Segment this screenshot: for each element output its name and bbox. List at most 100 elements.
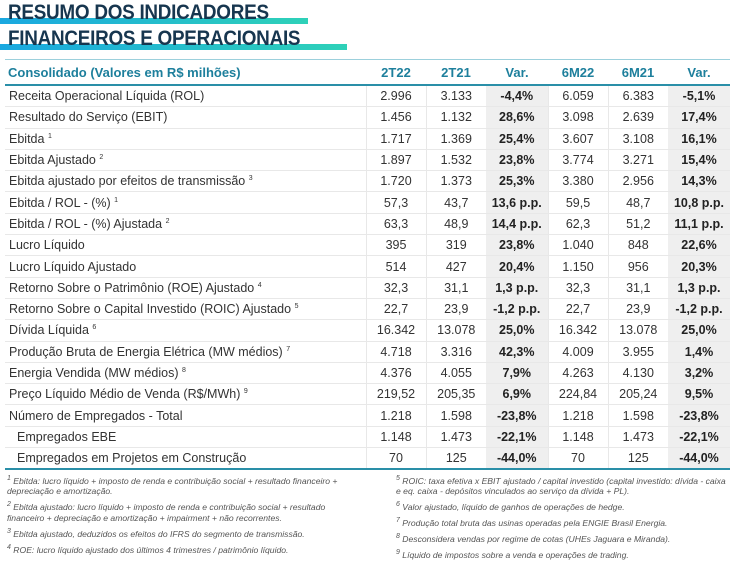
- row-label: Receita Operacional Líquida (ROL): [9, 89, 205, 104]
- value-cell: 4.055: [425, 362, 486, 385]
- variation-cell: -23,8%: [486, 404, 548, 427]
- row-label: Número de Empregados - Total: [9, 408, 183, 423]
- value-cell: 1.897: [365, 149, 426, 172]
- row-label-cell: Empregados EBE: [5, 426, 366, 449]
- value-cell: 13.078: [607, 319, 668, 342]
- page-title-line1: RESUMO DOS INDICADORES: [8, 1, 269, 24]
- value-cell: 62,3: [547, 213, 608, 236]
- value-cell: 1.369: [425, 128, 486, 150]
- value-cell: 1.532: [425, 149, 486, 172]
- variation-cell: -5,1%: [668, 85, 730, 108]
- footnote-text: ROIC: taxa efetiva x EBIT ajustado / cap…: [396, 475, 726, 497]
- title-accent-bar: [0, 44, 347, 50]
- value-cell: 3.607: [547, 128, 608, 150]
- variation-cell: -4,4%: [486, 85, 548, 108]
- footnote-text: ROE: lucro líquido ajustado dos últimos …: [13, 544, 289, 555]
- row-label-cell: Retorno Sobre o Capital Investido (ROIC)…: [5, 298, 366, 321]
- row-label-cell: Produção Bruta de Energia Elétrica (MW m…: [5, 341, 366, 363]
- variation-cell: -1,2 p.p.: [668, 298, 730, 321]
- value-cell: 395: [365, 234, 426, 257]
- variation-cell: 25,4%: [486, 128, 548, 150]
- footnotes-left: 1 Ebitda: lucro líquido + imposto de ren…: [7, 474, 357, 558]
- row-label: Ebitda / ROL - (%): [9, 195, 111, 210]
- row-label: Ebitda / ROL - (%) Ajustada: [9, 216, 163, 231]
- table-row: Preço Líquido Médio de Venda (R$/MWh) 9 2…: [5, 383, 730, 406]
- value-cell: 16.342: [365, 319, 426, 342]
- footnote-ref: 6: [92, 324, 97, 332]
- variation-cell: 7,9%: [486, 362, 548, 385]
- value-cell: 224,84: [547, 383, 608, 406]
- variation-cell: 42,3%: [486, 341, 548, 363]
- row-label: Produção Bruta de Energia Elétrica (MW m…: [9, 344, 283, 359]
- value-cell: 32,3: [365, 277, 426, 299]
- footnote-ref: 9: [243, 388, 248, 396]
- table-row: Número de Empregados - Total 1.218 1.598 -2…: [5, 404, 730, 427]
- value-cell: 43,7: [425, 191, 486, 214]
- footnote-number: 8: [396, 533, 400, 541]
- value-cell: 3.774: [547, 149, 608, 172]
- variation-cell: 17,4%: [668, 106, 730, 129]
- row-label: Empregados EBE: [17, 429, 117, 444]
- footnote: 3 Ebitda ajustado, deduzidos os efeitos …: [7, 527, 357, 539]
- value-cell: 59,5: [547, 191, 608, 214]
- row-label: Ebitda Ajustado: [9, 153, 96, 168]
- row-label-cell: Retorno Sobre o Patrimônio (ROE) Ajustad…: [5, 277, 366, 299]
- footnote: 7 Produção total bruta das usinas operad…: [396, 516, 731, 528]
- row-label: Ebitda ajustado por efeitos de transmiss…: [9, 174, 246, 189]
- row-label: Retorno Sobre o Patrimônio (ROE) Ajustad…: [9, 280, 255, 295]
- table-row: Receita Operacional Líquida (ROL) 2.996 3.…: [5, 85, 730, 108]
- page-title-line2: FINANCEIROS E OPERACIONAIS: [8, 27, 301, 50]
- footnotes-right: 5 ROIC: taxa efetiva x EBIT ajustado / c…: [396, 474, 731, 564]
- row-label: Lucro Líquido: [9, 238, 85, 253]
- footnote-number: 6: [396, 501, 400, 509]
- indicators-table: Consolidado (Valores em R$ milhões) 2T22 2…: [5, 59, 730, 471]
- footnote-ref: 5: [294, 302, 299, 310]
- value-cell: 1.373: [425, 170, 486, 193]
- footnote-ref: 3: [248, 175, 253, 183]
- value-cell: 31,1: [607, 277, 668, 299]
- table-row: Dívida Líquida 6 16.342 13.078 25,0% 16.342 1…: [5, 319, 730, 342]
- footnote-number: 2: [7, 501, 11, 509]
- value-cell: 848: [607, 234, 668, 257]
- value-cell: 1.040: [547, 234, 608, 257]
- variation-cell: -22,1%: [668, 426, 730, 449]
- value-cell: 3.316: [425, 341, 486, 363]
- column-header: 2T21: [426, 59, 486, 86]
- table-row: Ebitda ajustado por efeitos de transmiss…: [5, 170, 730, 193]
- footnote-text: Ebitda ajustado, deduzidos os efeitos do…: [13, 528, 305, 539]
- variation-cell: -44,0%: [668, 447, 730, 471]
- value-cell: 22,7: [547, 298, 608, 321]
- table-row: Lucro Líquido 395 319 23,8% 1.040 848 22,6%: [5, 234, 730, 257]
- row-label-cell: Energia Vendida (MW médios) 8: [5, 362, 366, 385]
- row-label-cell: Receita Operacional Líquida (ROL): [5, 85, 366, 108]
- variation-cell: 16,1%: [668, 128, 730, 150]
- variation-cell: 6,9%: [486, 383, 548, 406]
- row-label-cell: Ebitda / ROL - (%) 1: [5, 191, 366, 214]
- table-row: Ebitda / ROL - (%) 1 57,3 43,7 13,6 p.p. 59,…: [5, 191, 730, 214]
- variation-cell: 25,0%: [486, 319, 548, 342]
- variation-cell: 25,0%: [668, 319, 730, 342]
- table-row: Retorno Sobre o Capital Investido (ROIC)…: [5, 298, 730, 321]
- value-cell: 1.720: [365, 170, 426, 193]
- value-cell: 48,9: [425, 213, 486, 236]
- value-cell: 319: [425, 234, 486, 257]
- value-cell: 70: [547, 447, 608, 471]
- column-header: 2T22: [366, 59, 426, 86]
- footnote-text: Ebitda ajustado: lucro líquido + imposto…: [7, 502, 326, 523]
- table-row: Empregados EBE 1.148 1.473 -22,1% 1.148 1.473…: [5, 426, 730, 449]
- value-cell: 956: [607, 255, 668, 278]
- row-label-cell: Ebitda 1: [5, 128, 366, 150]
- row-label: Preço Líquido Médio de Venda (R$/MWh): [9, 387, 241, 402]
- value-cell: 427: [425, 255, 486, 278]
- column-header: Var.: [668, 59, 730, 86]
- footnote-ref: 8: [182, 366, 186, 374]
- value-cell: 16.342: [547, 319, 608, 342]
- table-row: Produção Bruta de Energia Elétrica (MW m…: [5, 341, 730, 363]
- row-label: Empregados em Projetos em Construção: [17, 451, 247, 466]
- footnote-ref: 4: [257, 281, 262, 289]
- column-header: Var.: [486, 59, 548, 86]
- value-cell: 51,2: [607, 213, 668, 236]
- row-label: Retorno Sobre o Capital Investido (ROIC)…: [9, 302, 292, 317]
- row-label: Lucro Líquido Ajustado: [9, 259, 137, 274]
- footnote-number: 3: [7, 527, 11, 535]
